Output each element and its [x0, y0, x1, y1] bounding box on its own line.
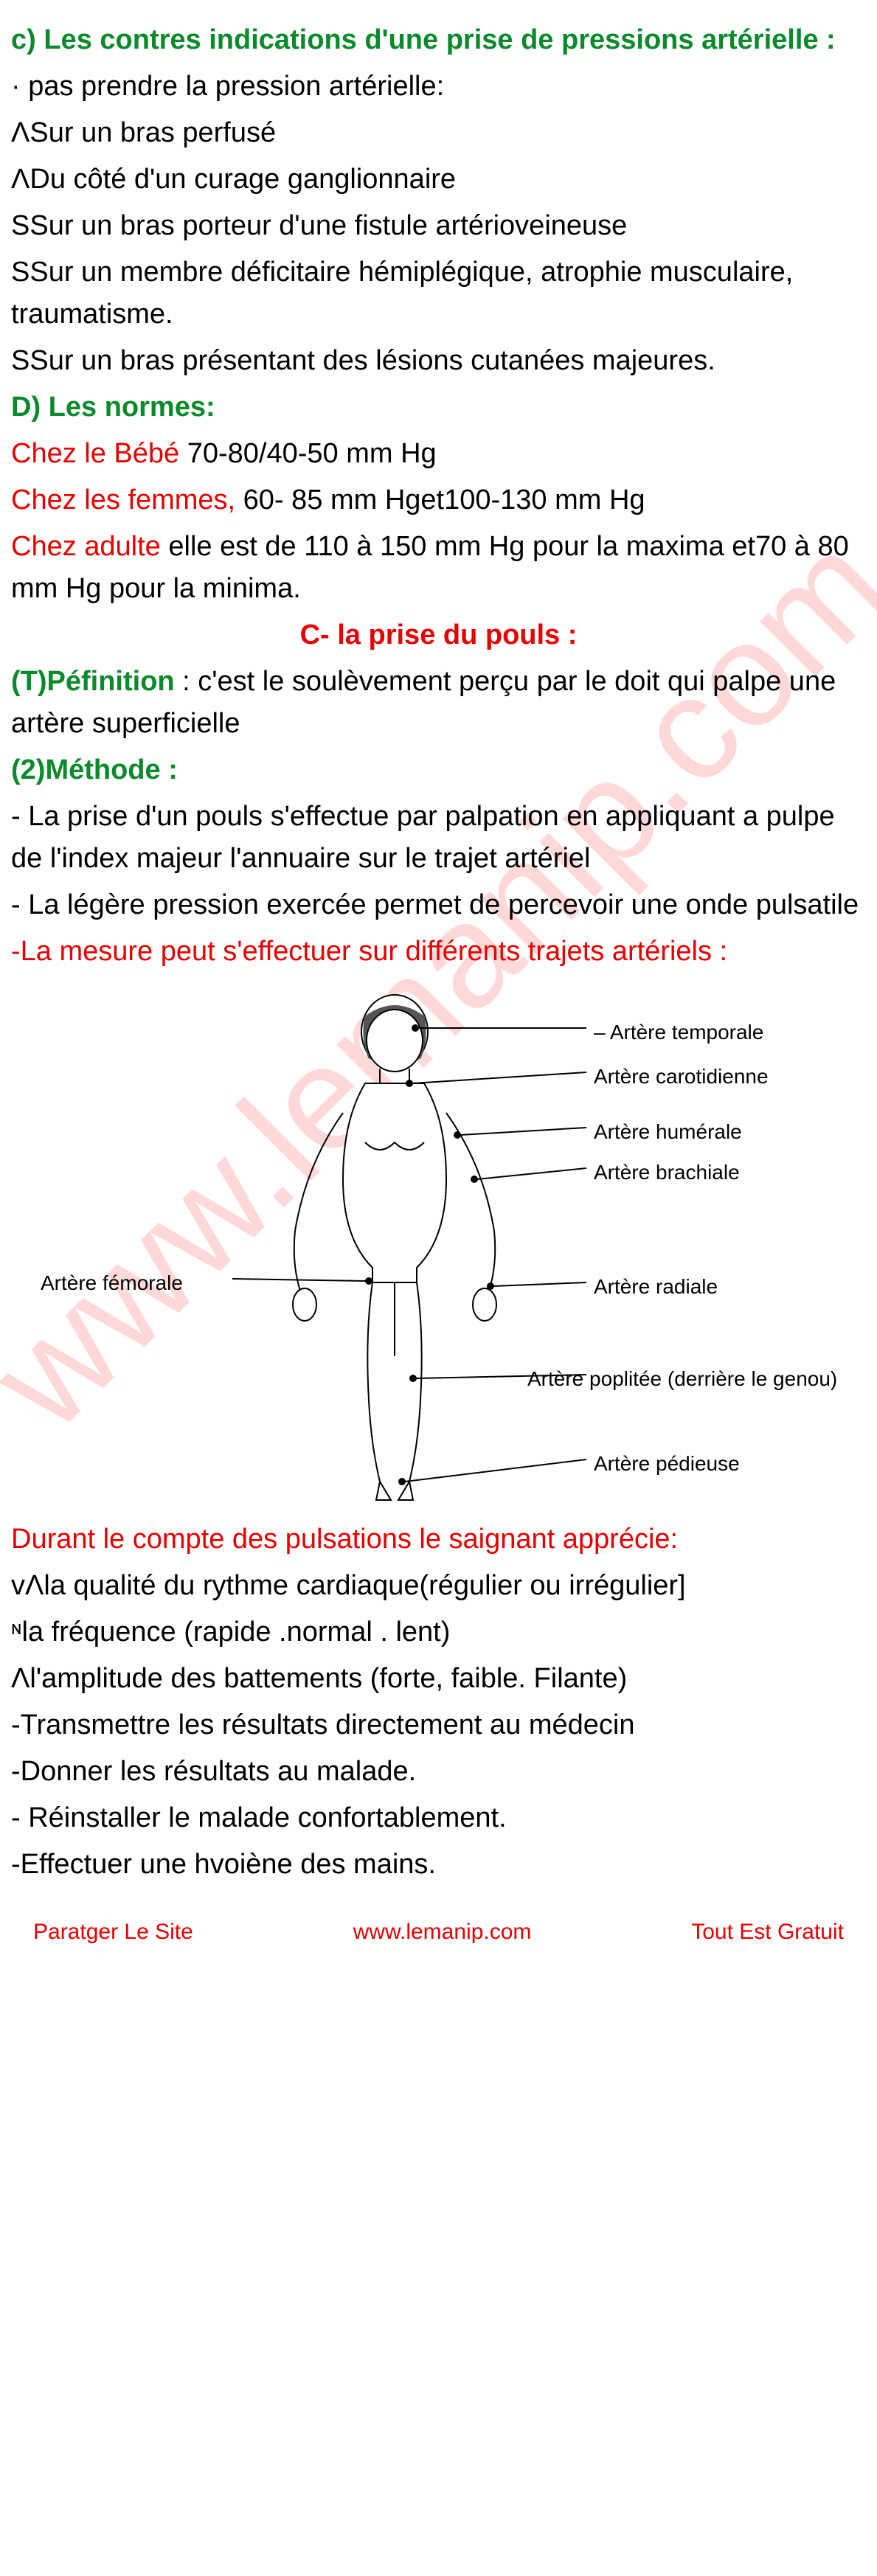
- label-temporale: – Artère temporale: [594, 1017, 763, 1048]
- c-intro: · pas prendre la pression artérielle:: [11, 66, 866, 108]
- d-row: Chez les femmes, 60- 85 mm Hget100-130 m…: [11, 479, 866, 521]
- document-content: c) Les contres indications d'une prise d…: [11, 19, 866, 1948]
- d1-label: Chez le Bébé: [11, 438, 179, 469]
- def-label: (T)Péfinition: [11, 666, 175, 697]
- d2-text: 60- 85 mm Hget100-130 mm Hg: [235, 485, 645, 515]
- anatomy-diagram: – Artère temporale Artère carotidienne A…: [11, 987, 866, 1504]
- after-item: -Transmettre les résultats directement a…: [11, 1704, 866, 1746]
- method-item: - La prise d'un pouls s'effectue par pal…: [11, 796, 866, 880]
- after-item: - Réinstaller le malade confortablement.: [11, 1797, 866, 1839]
- d-row: Chez le Bébé 70-80/40-50 mm Hg: [11, 433, 866, 475]
- after-item: Λl'amplitude des battements (forte, faib…: [11, 1658, 866, 1700]
- section-c-title: c) Les contres indications d'une prise d…: [11, 19, 866, 61]
- after-intro: Durant le compte des pulsations le saign…: [11, 1518, 866, 1560]
- after-item: ᶰla fréquence (rapide .normal . lent): [11, 1611, 866, 1653]
- after-item: -Donner les résultats au malade.: [11, 1751, 866, 1793]
- d2-label: Chez les femmes,: [11, 485, 235, 515]
- footer-mid: www.lemanip.com: [353, 1915, 532, 1948]
- c-item: ΛSur un bras perfusé: [11, 112, 866, 154]
- footer: Paratger Le Site www.lemanip.com Tout Es…: [11, 1915, 866, 1948]
- label-brachiale: Artère brachiale: [594, 1157, 740, 1188]
- definition-row: (T)Péfinition : c'est le soulèvement per…: [11, 661, 866, 745]
- footer-left: Paratger Le Site: [33, 1915, 193, 1948]
- c-item: ΛDu côté d'un curage ganglionnaire: [11, 159, 866, 201]
- d3-label: Chez adulte: [11, 531, 161, 562]
- label-poplitee: Artère poplitée (derrière le genou): [527, 1364, 837, 1395]
- after-item: vΛla qualité du rythme cardiaque(régulie…: [11, 1565, 866, 1607]
- method-item: -La mesure peut s'effectuer sur différen…: [11, 931, 866, 973]
- footer-right: Tout Est Gratuit: [691, 1915, 844, 1948]
- method-label: (2)Méthode :: [11, 749, 866, 791]
- label-pedieuse: Artère pédieuse: [594, 1448, 740, 1479]
- c-item: SSur un bras porteur d'une fistule artér…: [11, 205, 866, 247]
- c-item: SSur un bras présentant des lésions cuta…: [11, 340, 866, 382]
- label-carotidienne: Artère carotidienne: [594, 1061, 769, 1092]
- label-radiale: Artère radiale: [594, 1271, 718, 1302]
- c-item: SSur un membre déficitaire hémiplégique,…: [11, 251, 866, 336]
- label-humerale: Artère humérale: [594, 1117, 742, 1148]
- d1-text: 70-80/40-50 mm Hg: [179, 438, 437, 469]
- section-pouls-title: C- la prise du pouls :: [11, 614, 866, 656]
- section-d-title: D) Les normes:: [11, 386, 866, 428]
- label-femorale: Artère fémorale: [41, 1268, 183, 1299]
- after-item: -Effectuer une hvoiène des mains.: [11, 1844, 866, 1886]
- d-row: Chez adulte elle est de 110 à 150 mm Hg …: [11, 526, 866, 610]
- method-item: - La légère pression exercée permet de p…: [11, 884, 866, 926]
